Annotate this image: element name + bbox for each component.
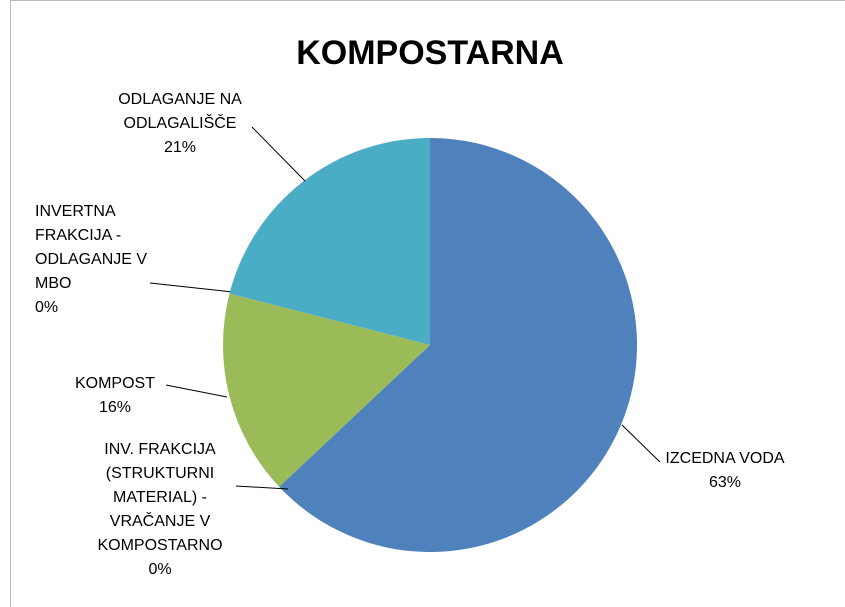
category-label: KOMPOST [74, 375, 155, 392]
category-label: INV. FRAKCIJA (STRUKTURNI MATERIAL) - VR… [97, 441, 223, 554]
value-label: 0% [148, 561, 172, 578]
slice-label: IZCEDNA VODA 63% [655, 447, 795, 495]
chart-title: KOMPOSTARNA [296, 34, 564, 72]
leader-line [235, 485, 289, 490]
slice-label: KOMPOST 16% [60, 372, 170, 420]
leader-line [149, 282, 234, 293]
value-label: 63% [708, 474, 742, 491]
category-label: INVERTNA FRAKCIJA - ODLAGANJE V MBO [35, 203, 148, 292]
slice-label: ODLAGANJE NA ODLAGALIŠČE 21% [105, 88, 255, 160]
slice-label: INVERTNA FRAKCIJA - ODLAGANJE V MBO 0% [35, 200, 165, 320]
leader-line [165, 384, 228, 398]
slice-label: INV. FRAKCIJA (STRUKTURNI MATERIAL) - VR… [85, 438, 235, 582]
pie-slice [229, 138, 430, 345]
value-label: 21% [163, 139, 197, 156]
pie-slice [279, 138, 637, 552]
category-label: IZCEDNA VODA [665, 450, 785, 467]
leader-line [621, 424, 661, 463]
category-label: ODLAGANJE NA ODLAGALIŠČE [118, 91, 242, 132]
value-label: 0% [35, 299, 59, 316]
value-label: 16% [98, 399, 132, 416]
leader-line [251, 126, 306, 182]
pie-slice [223, 293, 430, 487]
